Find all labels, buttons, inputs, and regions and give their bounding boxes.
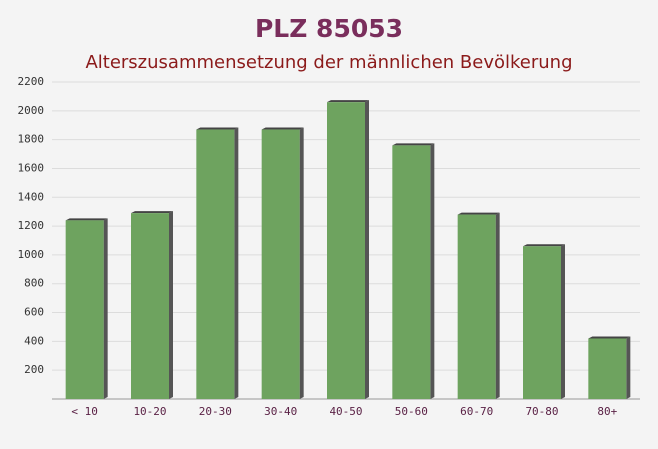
- chart-subtitle: Alterszusammensetzung der männlichen Bev…: [85, 52, 572, 73]
- bar: [261, 129, 300, 400]
- bar-side: [561, 244, 565, 399]
- bar-top: [196, 127, 239, 130]
- bar-side: [430, 143, 435, 399]
- y-tick-label: 1400: [18, 190, 45, 203]
- bar-top: [457, 212, 500, 215]
- y-tick-label: 2000: [18, 104, 45, 117]
- x-tick-label: 60-70: [460, 405, 493, 418]
- bar-top: [523, 244, 565, 247]
- bar-top: [65, 218, 108, 221]
- bar-side: [365, 100, 369, 399]
- y-tick-label: 1000: [18, 248, 45, 261]
- y-tick-label: 800: [24, 277, 44, 290]
- y-tick-label: 1600: [18, 161, 45, 174]
- bar-top: [588, 336, 631, 339]
- x-tick-label: 50-60: [395, 405, 428, 418]
- bar-side: [169, 211, 173, 399]
- y-tick-label: 1200: [18, 219, 45, 232]
- y-tick-label: 400: [24, 334, 44, 347]
- bar: [327, 102, 365, 399]
- x-tick-label: 20-30: [199, 405, 232, 418]
- bar-top: [392, 143, 435, 146]
- y-tick-label: 1800: [18, 133, 45, 146]
- bar: [457, 214, 496, 399]
- bar-side: [234, 127, 239, 400]
- y-tick-label: 600: [24, 306, 44, 319]
- bar: [523, 246, 561, 399]
- x-tick-label: 10-20: [133, 405, 166, 418]
- bar-top: [261, 127, 304, 130]
- bar: [131, 213, 169, 399]
- chart-title: PLZ 85053: [255, 14, 403, 43]
- bar: [392, 145, 431, 399]
- x-tick-label: 70-80: [525, 405, 558, 418]
- bar-top: [131, 211, 173, 214]
- bar-top: [327, 100, 369, 103]
- bar-side: [299, 127, 304, 400]
- x-tick-label: 80+: [597, 405, 617, 418]
- x-tick-label: 40-50: [329, 405, 362, 418]
- y-tick-label: 2200: [18, 75, 45, 88]
- y-tick-label: 200: [24, 363, 44, 376]
- bar-side: [626, 336, 631, 399]
- bar-side: [103, 218, 108, 399]
- bar: [65, 220, 104, 399]
- x-tick-label: 30-40: [264, 405, 297, 418]
- x-tick-label: < 10: [71, 405, 98, 418]
- bar: [588, 338, 627, 399]
- bar: [196, 129, 235, 400]
- bar-side: [495, 212, 500, 399]
